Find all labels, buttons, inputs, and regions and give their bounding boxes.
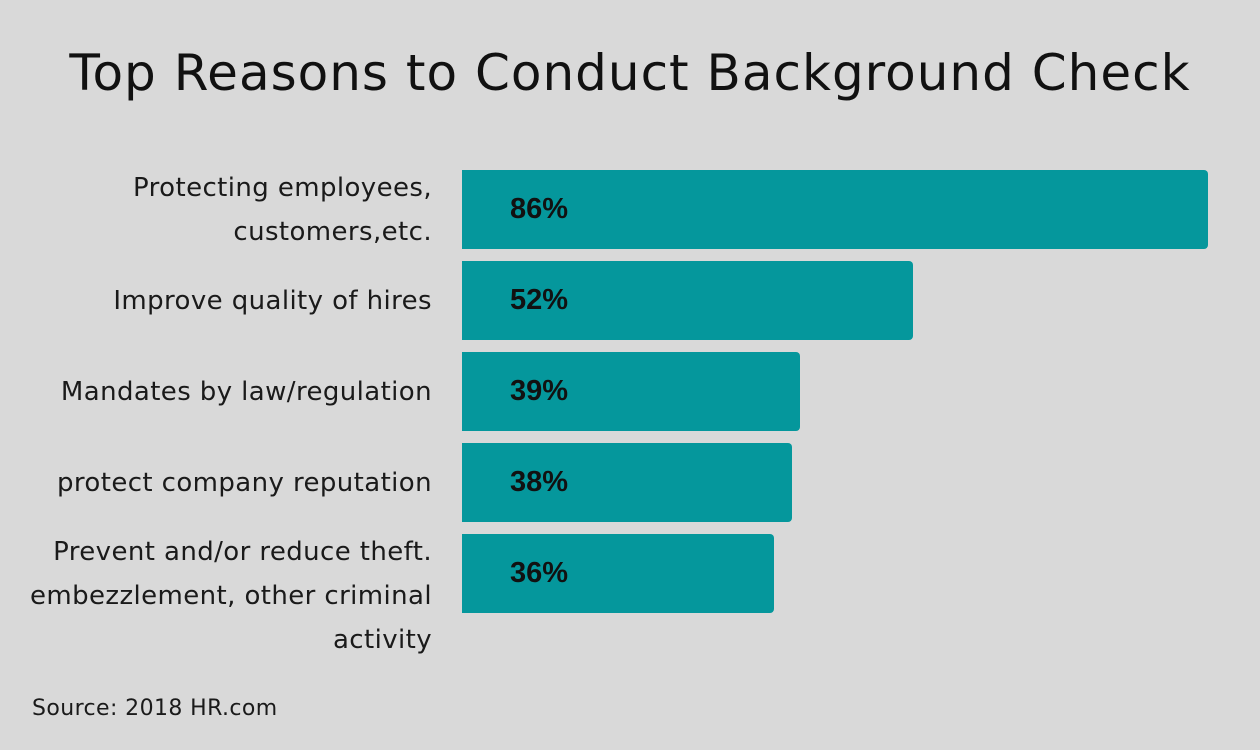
bar: 38% (462, 443, 792, 522)
bar-value-label: 52% (510, 284, 569, 316)
category-label-line: protect company reputation (57, 467, 432, 498)
category-label: Protecting employees, customers,etc. (2, 166, 432, 254)
category-label-line: Prevent and/or reduce theft. (53, 537, 432, 567)
bar-value-label: 39% (510, 375, 569, 407)
bar: 36% (462, 534, 775, 613)
category-label-line: embezzlement, other criminal (30, 581, 432, 611)
bar-value-label: 38% (510, 466, 569, 498)
bar: 86% (462, 170, 1208, 249)
bar-value-label: 36% (510, 557, 569, 589)
source-note: Source: 2018 HR.com (32, 696, 278, 721)
bar-value-label: 86% (510, 193, 569, 225)
category-label: Improve quality of hires (2, 279, 432, 323)
category-label-line: activity (332, 625, 432, 655)
category-label: Prevent and/or reduce theft. embezzlement… (2, 530, 432, 662)
category-label-line: Improve quality of hires (113, 285, 432, 316)
category-label: Mandates by law/regulation (2, 370, 432, 414)
category-label: protect company reputation (2, 461, 432, 505)
bar: 52% (462, 261, 914, 340)
chart-title: Top Reasons to Conduct Background Check (69, 44, 1191, 102)
category-label-line: Mandates by law/regulation (60, 376, 432, 407)
category-label-line: customers,etc. (233, 216, 432, 247)
bar: 39% (462, 352, 801, 431)
category-label-line: Protecting employees, (133, 172, 432, 203)
